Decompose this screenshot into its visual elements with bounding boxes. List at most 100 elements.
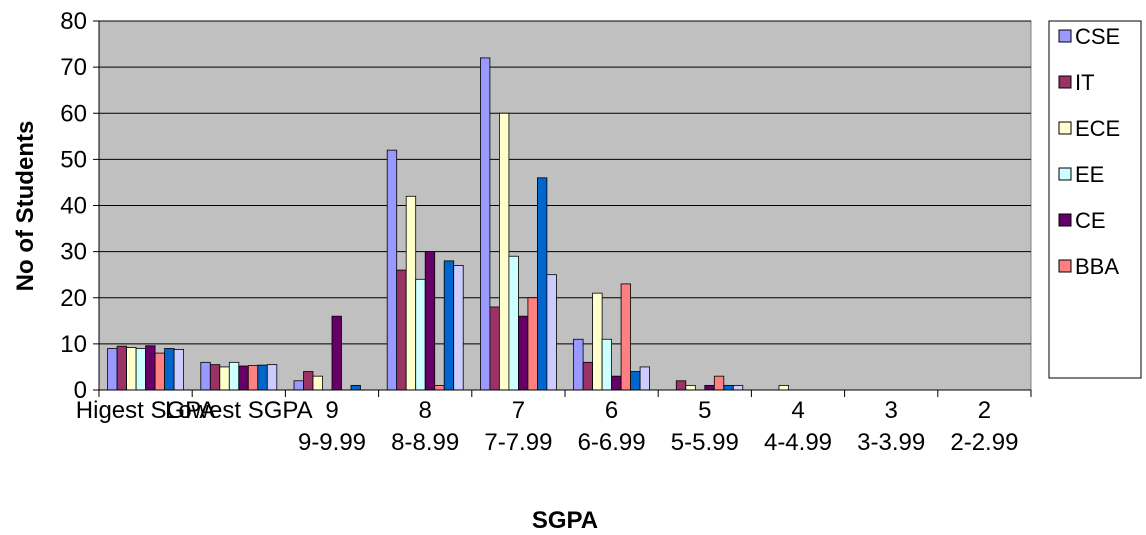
bar [303, 371, 314, 391]
y-tick-label: 30 [60, 239, 87, 266]
x-tick-label: 2 [978, 397, 991, 424]
x-tick-label: 8-8.99 [391, 429, 459, 456]
bars [107, 57, 789, 391]
gridlines [99, 20, 1031, 345]
bar [173, 349, 185, 391]
legend-swatch [1058, 167, 1072, 181]
legend-swatch [1058, 259, 1072, 273]
legend-swatch [1058, 213, 1072, 227]
bar [116, 345, 127, 391]
x-tick-label: 4 [791, 397, 804, 424]
x-tick-label: 4-4.99 [764, 429, 832, 456]
x-tick-label: Lowest SGPA [165, 397, 313, 424]
x-tick-label: 9 [325, 397, 338, 424]
bar [107, 348, 118, 391]
x-tick-label: 9-9.99 [298, 429, 366, 456]
bar [713, 375, 725, 391]
bar [405, 195, 417, 391]
bar [573, 338, 584, 391]
bar [443, 260, 455, 391]
bar [350, 384, 361, 391]
bar [424, 251, 436, 391]
legend-label: CE [1075, 208, 1106, 233]
bar [489, 306, 500, 391]
bar [200, 361, 211, 391]
bar [639, 366, 650, 391]
legend-label: ECE [1075, 116, 1120, 141]
legend-items: CSE IT ECE EE CE BBA [1058, 24, 1120, 279]
x-tick-label: 7 [512, 397, 525, 424]
legend-label: IT [1075, 70, 1095, 95]
y-tick-label: 0 [74, 377, 87, 404]
bar [434, 384, 445, 391]
bar [331, 315, 342, 391]
x-tick-label: 6-6.99 [578, 429, 646, 456]
bar [145, 345, 156, 391]
bar [518, 315, 529, 391]
bar [386, 149, 398, 391]
y-axis-title: No of Students [12, 121, 39, 292]
y-tick-label: 70 [60, 54, 87, 81]
y-tick-label: 20 [60, 285, 87, 312]
x-axis-title: SGPA [532, 507, 598, 534]
y-tick-label: 40 [60, 193, 87, 220]
legend-label: EE [1075, 162, 1104, 187]
bar [415, 278, 426, 391]
x-tick-label: 6 [605, 397, 618, 424]
bar [527, 297, 538, 391]
bar [620, 283, 631, 391]
legend-swatch [1058, 75, 1072, 89]
y-tick-label: 50 [60, 146, 87, 173]
bar [247, 365, 259, 391]
bar [704, 384, 715, 391]
bar [266, 364, 278, 391]
bar [257, 364, 268, 391]
x-tick-label: 3 [885, 397, 898, 424]
bar [675, 380, 687, 391]
bar [453, 265, 464, 391]
x-tick-label: 2-2.99 [950, 429, 1018, 456]
legend-swatch [1058, 121, 1072, 135]
x-tick-label: 5 [698, 397, 711, 424]
bar [479, 57, 491, 391]
bar [126, 347, 137, 391]
y-tick-label: 60 [60, 100, 87, 127]
bar [164, 348, 175, 391]
bar [685, 384, 696, 391]
legend: CSE IT ECE EE CE BBA [1048, 20, 1142, 379]
bar [396, 269, 407, 391]
x-tick-label: 8 [419, 397, 432, 424]
y-tick-label: 10 [60, 331, 87, 358]
bar [312, 375, 323, 391]
bar [732, 384, 744, 391]
bar [293, 380, 304, 391]
bar [601, 338, 612, 391]
legend-label: CSE [1075, 24, 1120, 49]
bar [219, 366, 230, 391]
bar [498, 112, 510, 391]
x-tick-label: 3-3.99 [857, 429, 925, 456]
legend-label: BBA [1075, 254, 1119, 279]
bar [135, 348, 147, 391]
bar [546, 274, 557, 391]
bar [209, 364, 221, 391]
bar [630, 371, 641, 391]
bar [778, 384, 789, 391]
bar [723, 384, 734, 391]
y-tick-label: 80 [60, 8, 87, 35]
bar [537, 177, 548, 391]
x-tick-label: 5-5.99 [671, 429, 739, 456]
bar [592, 292, 603, 391]
bar [611, 375, 622, 391]
bar [582, 361, 593, 391]
legend-swatch [1058, 29, 1072, 43]
legend-box [1048, 20, 1142, 379]
bar [238, 365, 249, 391]
x-tick-label: 7-7.99 [484, 429, 552, 456]
bar [228, 361, 240, 391]
bar [154, 352, 166, 391]
x-tick-label: Higest SGPA [76, 397, 216, 424]
y-axis: 0 10 20 30 40 50 60 70 80 [60, 8, 100, 404]
